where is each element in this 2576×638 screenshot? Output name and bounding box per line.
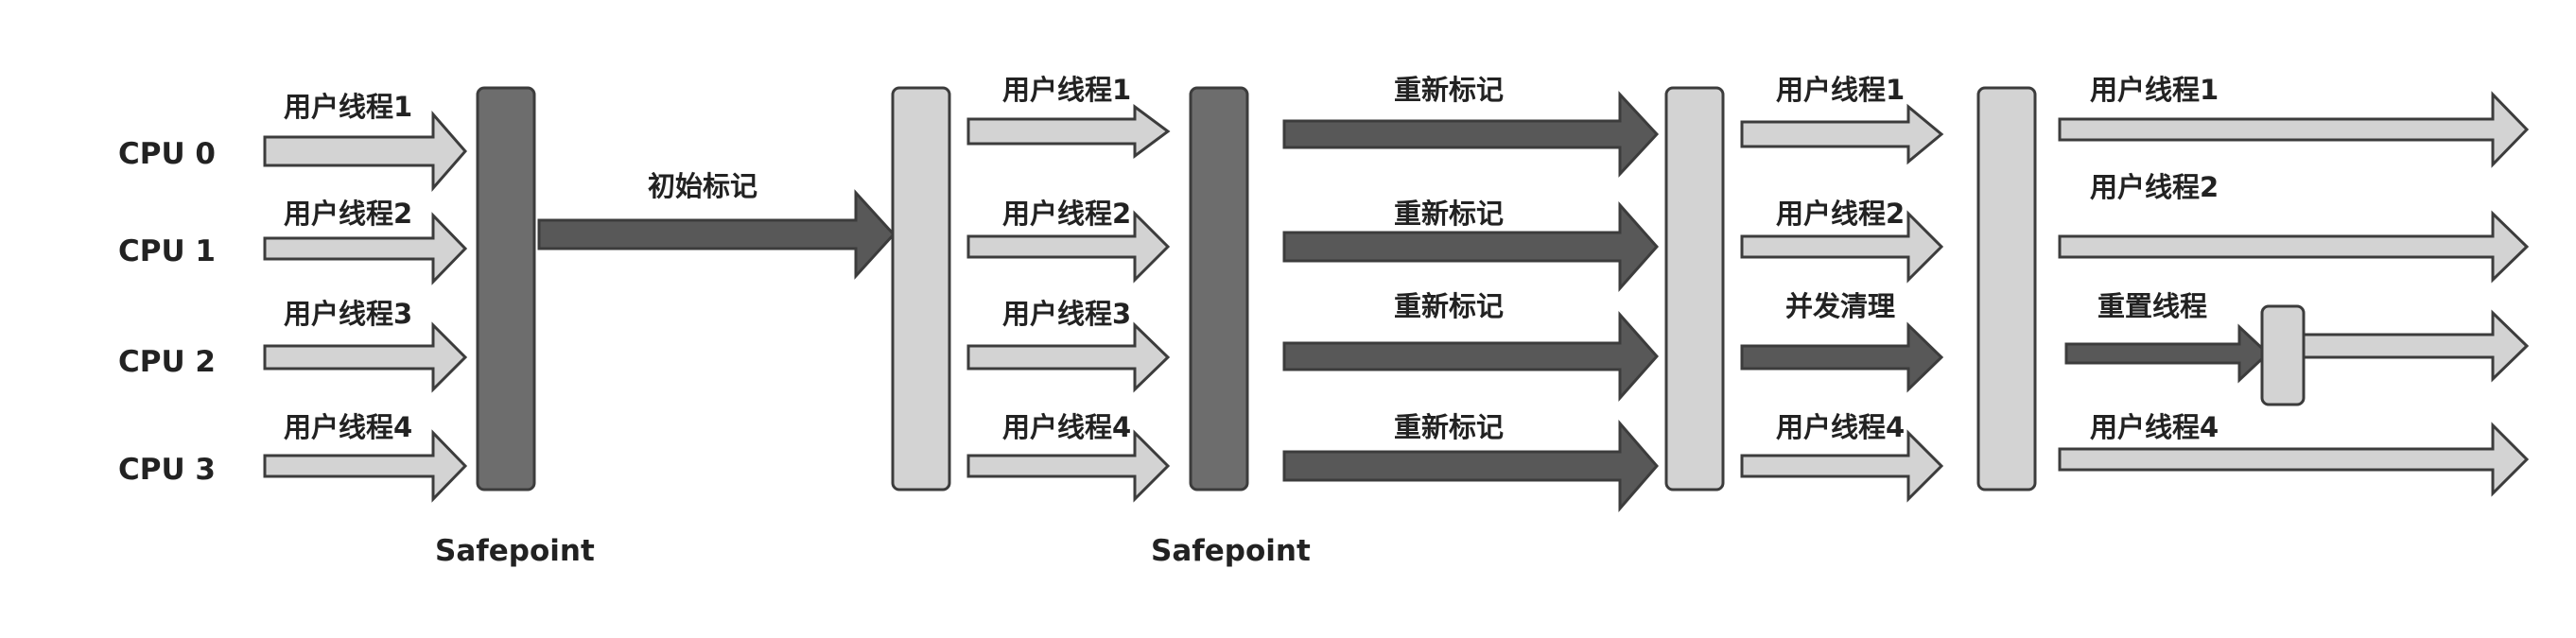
thread-label-p1-1: 用户线程1: [284, 91, 412, 123]
thread-arrow-p4-3: [2298, 313, 2527, 379]
initial-mark-label: 初始标记: [648, 170, 757, 202]
concurrent-mark-bar: [893, 88, 949, 490]
thread-label-p4-4: 用户线程4: [2090, 411, 2219, 443]
cpu-label-0: CPU 0: [118, 137, 216, 171]
remark-label-3: 重新标记: [1394, 290, 1504, 322]
safepoint-label-2: Safepoint: [1151, 534, 1311, 568]
cpu-label-2: CPU 2: [118, 345, 216, 379]
safepoint-bar-1: [478, 88, 534, 490]
thread-label-p2-4: 用户线程4: [1002, 411, 1131, 443]
thread-arrow-p1-3: [265, 325, 465, 389]
thread-label-p3-1: 用户线程1: [1776, 74, 1905, 106]
thread-label-p4-2: 用户线程2: [2090, 171, 2219, 203]
remark-label-4: 重新标记: [1394, 411, 1504, 443]
initial-mark-arrow: [539, 193, 894, 276]
thread-label-p1-4: 用户线程4: [284, 411, 412, 443]
thread-arrow-p2-1: [968, 107, 1168, 156]
remark-label-2: 重新标记: [1394, 198, 1504, 230]
thread-label-p3-4: 用户线程4: [1776, 411, 1905, 443]
sweep-label-p3-3: 并发清理: [1785, 290, 1895, 322]
thread-label-p2-3: 用户线程3: [1002, 298, 1131, 330]
thread-arrow-p1-1: [265, 114, 465, 188]
safepoint-bar-2: [1191, 88, 1247, 490]
reset-thread-label: 重置线程: [2097, 290, 2207, 322]
thread-label-p3-2: 用户线程2: [1776, 198, 1905, 230]
sweep-arrow-p3-3: [1742, 325, 1941, 389]
cpu-label-3: CPU 3: [118, 453, 216, 487]
reset-thread-block: [2262, 306, 2304, 405]
thread-arrow-p3-1: [1742, 107, 1941, 162]
reset-phase-bar: [1978, 88, 2035, 490]
thread-arrow-p2-3: [968, 325, 1168, 389]
thread-label-p4-1: 用户线程1: [2090, 74, 2219, 106]
thread-label-p1-3: 用户线程3: [284, 298, 412, 330]
thread-label-p1-2: 用户线程2: [284, 198, 412, 230]
remark-arrow-3: [1284, 315, 1657, 398]
concurrent-sweep-bar: [1666, 88, 1723, 490]
remark-arrow-1: [1284, 95, 1657, 174]
remark-label-1: 重新标记: [1394, 74, 1504, 106]
thread-label-p2-2: 用户线程2: [1002, 198, 1131, 230]
safepoint-label-1: Safepoint: [435, 534, 595, 568]
cpu-label-1: CPU 1: [118, 234, 216, 268]
thread-label-p2-1: 用户线程1: [1002, 74, 1131, 106]
reset-thread-arrow: [2066, 327, 2268, 380]
thread-arrow-p4-2: [2060, 214, 2527, 280]
